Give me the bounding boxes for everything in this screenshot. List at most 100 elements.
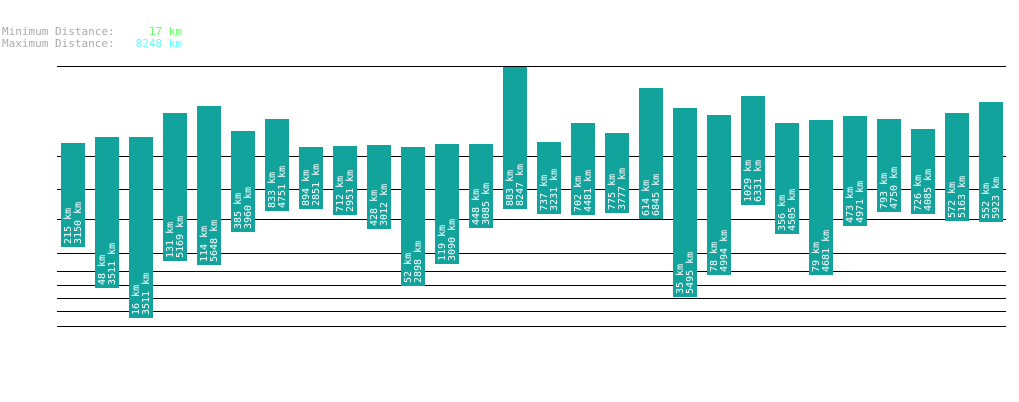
range-bar [673, 108, 697, 297]
min-distance-label: 883 km [505, 170, 516, 206]
max-distance-label: 3511 km [141, 273, 152, 315]
legend-min-row: Minimum Distance: 17 km [2, 26, 182, 38]
min-distance-label: 215 km [63, 208, 74, 244]
min-distance-label: 78 km [709, 242, 720, 272]
range-bar [401, 147, 425, 286]
bar-group: 215 km 3150 km [61, 143, 85, 247]
max-distance-label: 4481 km [583, 170, 594, 212]
bar-group: 894 km 2851 km [299, 147, 323, 209]
bar-group: 726 km 4085 km [911, 129, 935, 214]
bar-group: 78 km 4994 km [707, 115, 731, 275]
min-distance-label: 131 km [165, 222, 176, 258]
min-distance-label: 52 km [403, 253, 414, 283]
max-distance-label: 3012 km [379, 184, 390, 226]
range-bar [129, 137, 153, 318]
min-distance-label: 726 km [913, 175, 924, 211]
range-bar [707, 115, 731, 275]
range-bar [95, 137, 119, 288]
max-distance-label: 2851 km [311, 164, 322, 206]
max-distance-label: 6331 km [753, 160, 764, 202]
bar-group: 356 km 4505 km [775, 123, 799, 234]
max-distance-label: 3090 km [447, 219, 458, 261]
bar-group: 572 km 5163 km [945, 113, 969, 221]
range-bar [231, 131, 255, 232]
bar-group: 793 km 4750 km [877, 119, 901, 212]
max-distance-label: 3511 km [107, 243, 118, 285]
min-distance-label: 702 km [573, 176, 584, 212]
range-bar [945, 113, 969, 221]
distance-legend: Minimum Distance: 17 km Maximum Distance:… [2, 26, 182, 50]
max-distance-label: 3960 km [243, 187, 254, 229]
range-bar [979, 102, 1003, 222]
range-bar [741, 96, 765, 205]
min-distance-label: 448 km [471, 189, 482, 225]
max-distance-label: 5169 km [175, 216, 186, 258]
max-distance-label: 3150 km [73, 202, 84, 244]
max-distance-label: 3777 km [617, 168, 628, 210]
min-distance-label: 614 km [641, 180, 652, 216]
bar-group: 114 km 5648 km [197, 106, 221, 265]
range-bar [367, 145, 391, 229]
bar-group: 883 km 8247 km [503, 67, 527, 209]
min-distance-label: 48 km [97, 255, 108, 285]
bar-group: 737 km 3231 km [537, 142, 561, 214]
bar-group: 552 km 5923 km [979, 102, 1003, 222]
bar-group: 614 km 6845 km [639, 88, 663, 219]
range-bar [911, 129, 935, 214]
max-distance-label: 4681 km [821, 230, 832, 272]
bar-group: 833 km 4751 km [265, 119, 289, 211]
range-bar [333, 146, 357, 215]
bar-group: 385 km 3960 km [231, 131, 255, 232]
min-distance-label: 356 km [777, 195, 788, 231]
min-distance-label: 114 km [199, 226, 210, 262]
min-distance-label: Minimum Distance: [2, 25, 115, 38]
max-distance-label: 4971 km [855, 181, 866, 223]
bar-group: 775 km 3777 km [605, 133, 629, 213]
range-bar [877, 119, 901, 212]
max-distance-label: 4994 km [719, 230, 730, 272]
range-bar [605, 133, 629, 213]
min-distance-label: 552 km [981, 183, 992, 219]
bar-group: 119 km 3090 km [435, 144, 459, 264]
max-distance-label: 3085 km [481, 183, 492, 225]
max-distance-label: 4751 km [277, 166, 288, 208]
max-distance-label: 4750 km [889, 167, 900, 209]
min-distance-label: 712 km [335, 176, 346, 212]
bar-group: 79 km 4681 km [809, 120, 833, 275]
min-distance-label: 793 km [879, 173, 890, 209]
bar-group: 712 km 2951 km [333, 146, 357, 215]
min-distance-label: 775 km [607, 174, 618, 210]
max-distance-label: 6845 km [651, 174, 662, 216]
range-bar [775, 123, 799, 234]
bar-group: 16 km 3511 km [129, 137, 153, 318]
bar-group: 48 km 3511 km [95, 137, 119, 288]
range-bar [61, 143, 85, 247]
bar-group: 473 km 4971 km [843, 116, 867, 226]
max-distance-label: 5163 km [957, 176, 968, 218]
range-bar [163, 113, 187, 261]
min-distance-label: 35 km [675, 264, 686, 294]
max-distance-label: 5495 km [685, 252, 696, 294]
max-distance-value: 8248 km [135, 37, 182, 50]
range-bar [639, 88, 663, 219]
bar-group: 52 km 2898 km [401, 147, 425, 286]
bar-group: 702 km 4481 km [571, 123, 595, 215]
min-distance-label: 572 km [947, 182, 958, 218]
max-distance-label: 5648 km [209, 220, 220, 262]
range-bar [299, 147, 323, 209]
bar-group: 428 km 3012 km [367, 145, 391, 229]
range-bar [197, 106, 221, 265]
min-distance-label: 385 km [233, 193, 244, 229]
min-distance-label: 119 km [437, 225, 448, 261]
max-distance-label: 8247 km [515, 164, 526, 206]
range-bar [537, 142, 561, 214]
max-distance-label: 3231 km [549, 169, 560, 211]
max-distance-label: 4085 km [923, 169, 934, 211]
min-distance-value: 17 km [148, 25, 182, 38]
min-distance-label: 428 km [369, 190, 380, 226]
min-distance-label: 833 km [267, 172, 278, 208]
bar-group: 448 km 3085 km [469, 144, 493, 228]
min-distance-label: 737 km [539, 175, 550, 211]
